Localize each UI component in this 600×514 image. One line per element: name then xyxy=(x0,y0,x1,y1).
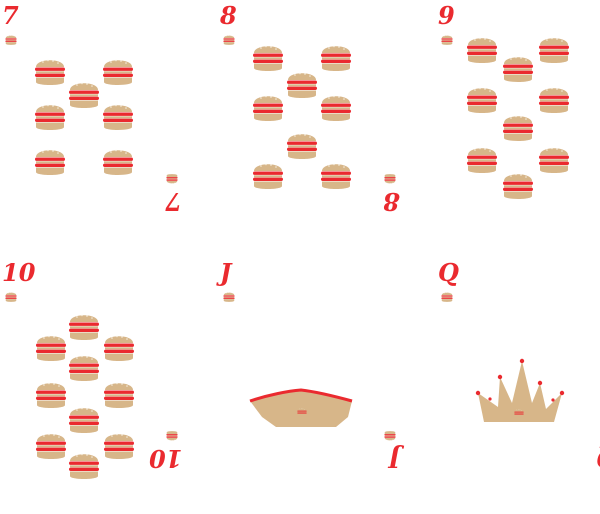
card-7[interactable]: 7 7 xyxy=(0,0,200,257)
burger-icon xyxy=(321,163,351,189)
burger-icon xyxy=(539,37,569,63)
jack-hat-icon xyxy=(249,388,353,427)
burger-icon xyxy=(321,95,351,121)
burger-icon xyxy=(103,104,133,130)
burger-icon xyxy=(103,59,133,85)
card-rank-top: J xyxy=(220,258,232,287)
card-rank-bottom: 8 xyxy=(383,187,400,216)
card-rank-bottom: 10 xyxy=(148,444,182,473)
burger-icon xyxy=(69,355,99,381)
burger-icon xyxy=(35,149,65,175)
card-queen[interactable]: Q Q xyxy=(436,257,600,514)
card-rank-top: 10 xyxy=(2,258,36,287)
card-pips xyxy=(467,37,569,199)
card-rank-top: 7 xyxy=(2,1,19,30)
burger-icon xyxy=(104,382,134,408)
burger-icon xyxy=(166,430,178,442)
burger-icon xyxy=(253,95,283,121)
card-rank-top: 8 xyxy=(220,1,237,30)
burger-icon xyxy=(253,45,283,71)
burger-icon xyxy=(539,147,569,173)
burger-icon xyxy=(104,335,134,361)
burger-icon xyxy=(503,56,533,82)
burger-icon xyxy=(36,433,66,459)
burger-icon xyxy=(69,453,99,479)
card-8[interactable]: 8 8 xyxy=(218,0,418,257)
burger-icon xyxy=(467,37,497,63)
card-9[interactable]: 9 9 xyxy=(436,0,600,257)
card-rank-top: Q xyxy=(438,258,459,287)
burger-icon xyxy=(384,430,396,442)
burger-icon xyxy=(467,87,497,113)
burger-icon xyxy=(35,59,65,85)
burger-icon xyxy=(103,149,133,175)
burger-icon xyxy=(69,407,99,433)
burger-icon xyxy=(36,335,66,361)
card-10[interactable]: 10 10 xyxy=(0,257,200,514)
burger-icon xyxy=(253,163,283,189)
burger-icon xyxy=(503,115,533,141)
burger-icon xyxy=(104,433,134,459)
card-pips xyxy=(35,59,133,175)
burger-icon xyxy=(503,173,533,199)
burger-icon xyxy=(467,147,497,173)
burger-icon xyxy=(287,133,317,159)
card-pips xyxy=(36,314,134,479)
burger-icon xyxy=(321,45,351,71)
burger-icon xyxy=(35,104,65,130)
burger-icon xyxy=(514,409,524,418)
burger-icon xyxy=(166,173,178,185)
burger-icon xyxy=(69,314,99,340)
card-rank-top: 9 xyxy=(438,1,455,30)
card-rank-bottom: J xyxy=(388,444,400,473)
burger-icon xyxy=(69,82,99,108)
burger-icon xyxy=(539,87,569,113)
burger-icon xyxy=(384,173,396,185)
card-rank-bottom: 7 xyxy=(165,187,182,216)
burger-icon xyxy=(36,382,66,408)
card-jack[interactable]: J J xyxy=(218,257,418,514)
burger-icon xyxy=(297,408,307,417)
burger-icon xyxy=(287,72,317,98)
queen-crown-icon xyxy=(475,358,565,422)
card-pips xyxy=(253,45,351,189)
